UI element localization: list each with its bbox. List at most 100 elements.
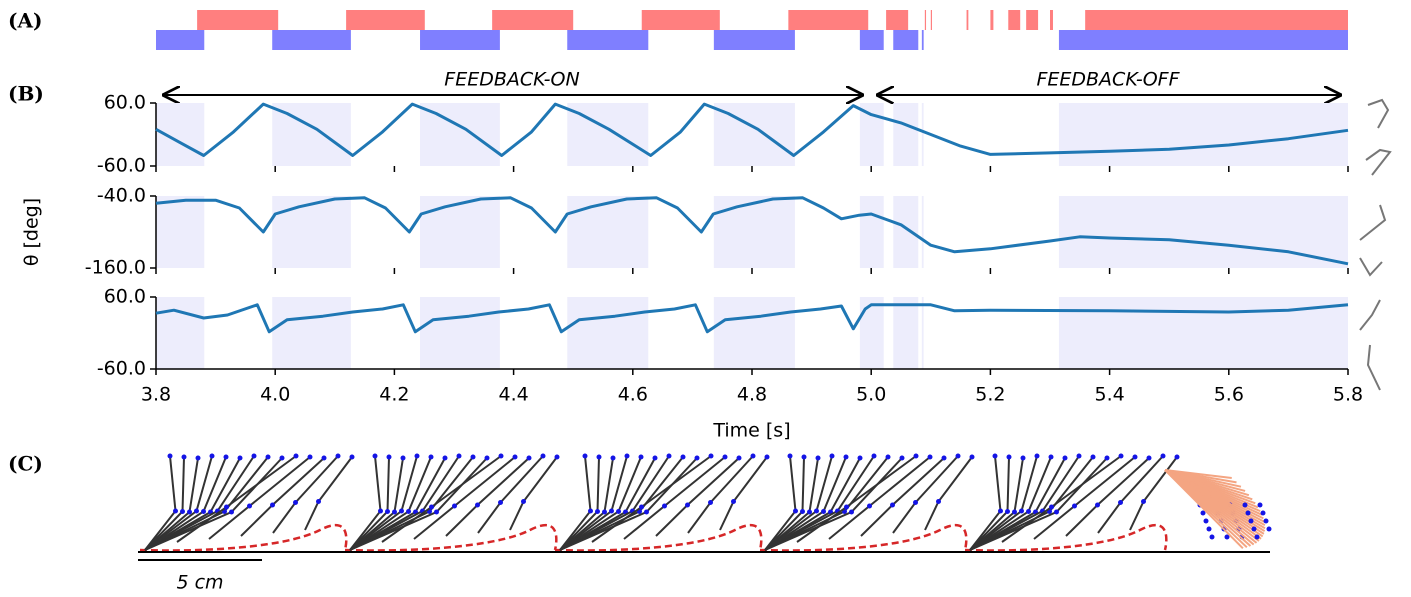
- x-tick-label: 5.2: [975, 384, 1005, 406]
- joint: [871, 453, 877, 459]
- leg-icon: [1359, 299, 1381, 331]
- joint: [1242, 502, 1248, 508]
- joint: [1200, 510, 1206, 516]
- joint: [1019, 508, 1024, 514]
- joint: [270, 502, 275, 508]
- joint: [1209, 534, 1215, 540]
- joint: [913, 453, 919, 459]
- angle-line: [155, 102, 1349, 157]
- leg-icon: [1367, 98, 1390, 129]
- joint: [456, 453, 462, 459]
- foot-trajectory: [344, 524, 558, 552]
- foot-trajectory: [759, 524, 968, 552]
- leg-stick: [655, 457, 740, 537]
- leg-stick: [860, 457, 945, 537]
- joint: [1026, 509, 1031, 514]
- joint: [229, 509, 234, 515]
- leg-icon: [1366, 344, 1381, 391]
- joint: [992, 453, 998, 459]
- leg-icon: [1359, 257, 1383, 277]
- joint: [1203, 518, 1209, 524]
- joint: [602, 509, 607, 515]
- joint: [201, 509, 206, 514]
- contact-bar: [272, 30, 351, 50]
- joint: [885, 454, 891, 460]
- joint: [385, 509, 390, 514]
- leg-icons: [1359, 98, 1392, 391]
- joint: [644, 509, 649, 515]
- contact-bar: [1050, 10, 1053, 30]
- joint: [616, 509, 621, 514]
- leg-icon: [1365, 148, 1392, 176]
- joint: [265, 454, 271, 460]
- fan-stick: [1164, 469, 1244, 550]
- joint: [1118, 453, 1124, 459]
- joint: [793, 508, 798, 514]
- joint: [1257, 502, 1263, 508]
- joint: [1251, 526, 1257, 532]
- joint: [180, 509, 185, 514]
- joint: [316, 499, 321, 504]
- contact-bar: [921, 30, 924, 50]
- joint: [554, 454, 560, 460]
- joint: [1062, 455, 1068, 461]
- contact-bar: [1008, 10, 1021, 30]
- joint: [167, 453, 173, 459]
- gait-diagram: [138, 453, 1272, 561]
- leg-stick: [445, 457, 530, 537]
- joint: [1174, 454, 1180, 460]
- stance-shade: [921, 297, 924, 369]
- joint: [1118, 500, 1123, 505]
- contact-bar: [1058, 30, 1348, 50]
- joint: [399, 508, 404, 514]
- joint: [378, 508, 383, 514]
- joint: [1132, 454, 1138, 460]
- joint: [936, 499, 941, 504]
- joint: [1054, 509, 1059, 515]
- stance-shade: [272, 196, 351, 268]
- joint: [736, 455, 742, 461]
- annotation: FEEDBACK-OFF: [1036, 69, 1180, 91]
- joint: [867, 503, 872, 509]
- joint: [484, 455, 490, 461]
- leg-stick: [828, 456, 931, 540]
- joint: [807, 509, 812, 515]
- joint: [1104, 455, 1110, 461]
- joint: [526, 455, 532, 461]
- foot-trajectory: [554, 524, 763, 552]
- joint: [639, 504, 644, 510]
- joint: [610, 455, 616, 461]
- stance-shade: [713, 196, 795, 268]
- joint: [498, 500, 503, 505]
- joint: [181, 454, 187, 460]
- joint: [1263, 518, 1269, 524]
- foot-trajectory: [139, 524, 348, 552]
- contact-bar: [990, 10, 994, 30]
- x-tick-label: 4.0: [260, 384, 290, 406]
- joint: [1006, 454, 1012, 460]
- joint: [821, 509, 826, 514]
- y-tick-label: -160.0: [85, 257, 146, 279]
- joint: [666, 453, 672, 459]
- leg-stick: [208, 456, 311, 540]
- joint: [187, 509, 192, 515]
- stance-shade: [859, 297, 884, 369]
- joint: [1141, 499, 1146, 504]
- stance-shade: [156, 297, 205, 369]
- joint: [1206, 526, 1212, 532]
- contact-bar: [197, 10, 279, 30]
- joint: [429, 504, 434, 510]
- foot-trajectory: [964, 524, 1168, 552]
- joint: [237, 455, 243, 461]
- contact-bar: [713, 30, 795, 50]
- joint: [1266, 526, 1272, 532]
- joint: [452, 503, 457, 509]
- stance-shade: [272, 297, 351, 369]
- joint: [814, 508, 819, 514]
- joint: [596, 454, 602, 460]
- joint: [708, 453, 714, 459]
- joint: [1095, 502, 1100, 508]
- contact-bar: [1085, 10, 1348, 30]
- joint: [406, 509, 411, 514]
- joint: [1224, 534, 1230, 540]
